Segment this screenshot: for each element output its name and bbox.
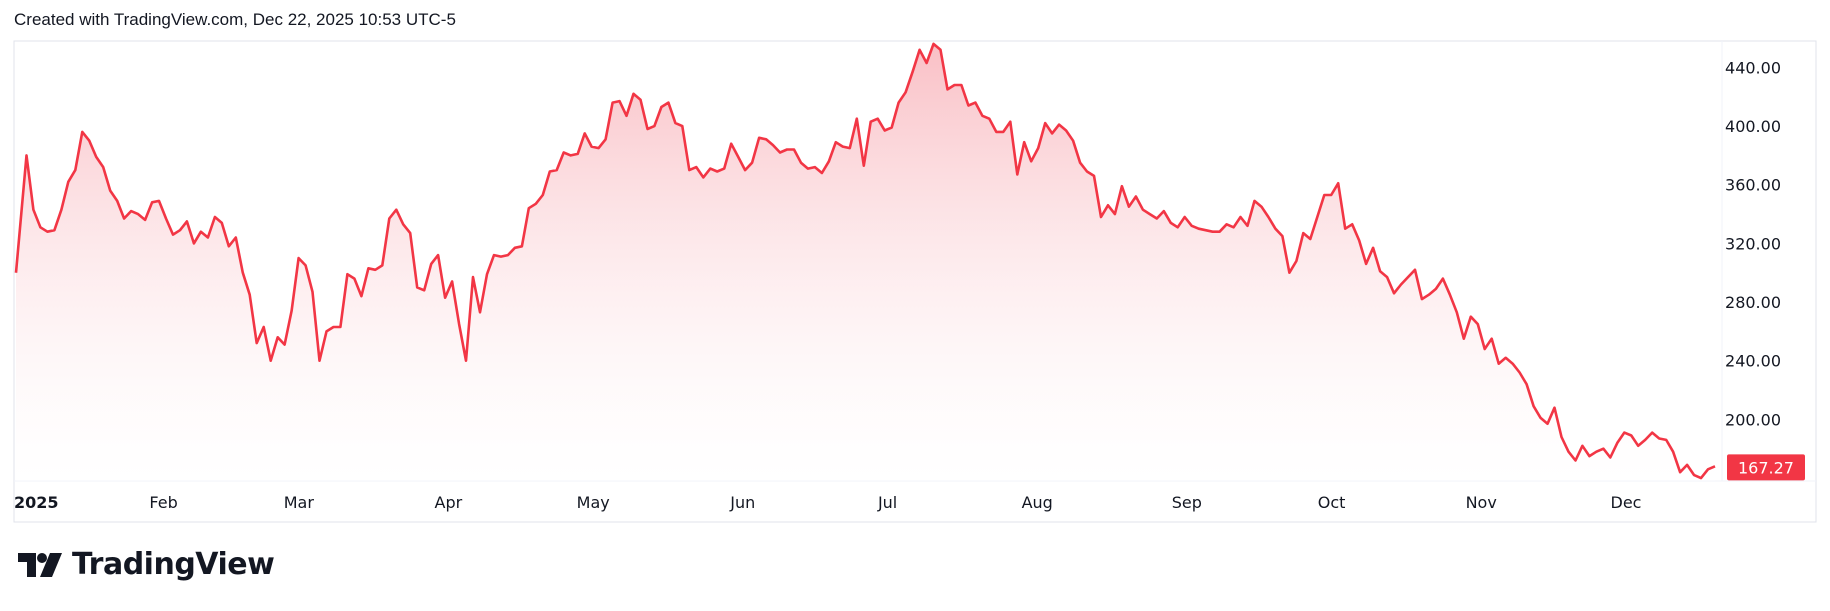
- x-tick-label: Sep: [1172, 493, 1202, 512]
- price-line: [14, 42, 1716, 480]
- y-tick-label: 360.00: [1725, 176, 1781, 195]
- x-tick-label: Apr: [435, 493, 463, 512]
- y-tick-label: 200.00: [1725, 410, 1781, 429]
- y-tick-label: 440.00: [1725, 58, 1781, 77]
- x-tick-label: Dec: [1611, 493, 1642, 512]
- last-price-badge: 167.27: [1727, 454, 1805, 481]
- x-tick-label: Oct: [1318, 493, 1346, 512]
- area-fill: [16, 43, 1715, 482]
- y-tick-label: 400.00: [1725, 117, 1781, 136]
- x-tick-label: Feb: [149, 493, 177, 512]
- x-tick-label: May: [577, 493, 610, 512]
- brand-watermark[interactable]: TradingView: [16, 547, 275, 582]
- area-fill-layer: [16, 43, 1715, 482]
- time-axis[interactable]: 2025 Feb Mar Apr May Jun Jul Aug Sep Oct Nov Dec: [14, 493, 1641, 512]
- chart-header: Created with TradingView.com, Dec 22, 20…: [14, 10, 456, 29]
- x-tick-label: Aug: [1022, 493, 1053, 512]
- last-price-label: 167.27: [1738, 458, 1794, 477]
- price-line-layer: [14, 42, 1716, 480]
- y-tick-label: 320.00: [1725, 234, 1781, 253]
- x-tick-label: 2025: [14, 493, 59, 512]
- tradingview-logo-icon: [18, 552, 62, 577]
- last-price-badge-bg: [1727, 454, 1805, 481]
- x-tick-label: Jul: [877, 493, 897, 512]
- y-tick-label: 280.00: [1725, 293, 1781, 312]
- x-tick-label: Jun: [729, 493, 755, 512]
- y-tick-label: 240.00: [1725, 352, 1781, 371]
- price-axis[interactable]: 200.00 240.00 280.00 320.00 360.00 400.00 440.…: [1725, 58, 1781, 429]
- brand-name: TradingView: [72, 547, 275, 582]
- chart-frame: [13, 40, 1817, 523]
- x-tick-label: Nov: [1466, 493, 1497, 512]
- x-tick-label: Mar: [284, 493, 315, 512]
